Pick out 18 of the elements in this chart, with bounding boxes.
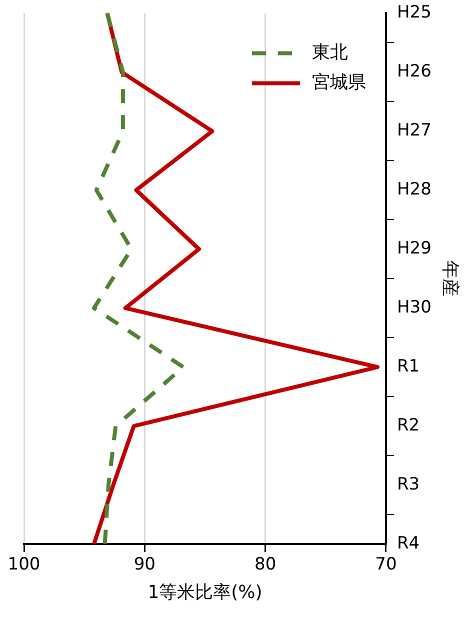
y-tick-label: H28: [396, 180, 432, 200]
x-tick-label: 100: [8, 554, 40, 575]
x-tick-label: 70: [375, 554, 397, 575]
legend-label: 宮城県: [312, 72, 366, 93]
y-tick-label: H30: [396, 298, 432, 318]
legend-label: 東北: [312, 42, 348, 63]
y-tick-label: H27: [396, 120, 432, 141]
y-tick-label: R2: [396, 415, 420, 436]
x-tick-label: 80: [254, 554, 276, 575]
y-tick-label: R3: [396, 474, 420, 494]
y-tick-label: R4: [396, 533, 420, 554]
y-tick-label: H26: [396, 62, 432, 82]
y-tick-label: H29: [396, 238, 432, 259]
y-axis-title: 年産: [440, 260, 461, 297]
y-tick-label: R1: [396, 356, 420, 376]
x-axis-title: 1等米比率(%): [148, 582, 262, 603]
x-tick-label: 90: [134, 554, 156, 575]
y-tick-label: H25: [396, 2, 432, 23]
